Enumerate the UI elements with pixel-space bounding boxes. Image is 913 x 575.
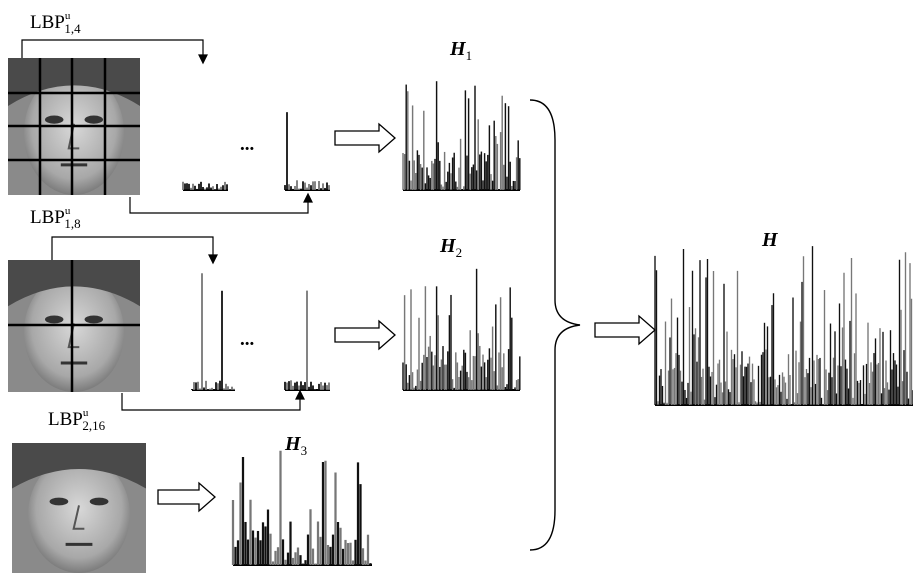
nose [72, 505, 85, 530]
ellipsis: ... [240, 329, 254, 350]
result-label: H [761, 229, 779, 251]
face-image [8, 58, 140, 195]
hist-label: H2 [439, 235, 462, 260]
label-base: H [284, 433, 302, 455]
flow-arrow [334, 122, 396, 154]
label-base: H [439, 235, 457, 257]
label-sub: 2,16 [82, 418, 105, 433]
row-label: LBPu 1,4 [30, 10, 81, 36]
hist-label: H1 [449, 38, 472, 63]
hair [12, 443, 146, 489]
flow-arrow [594, 314, 656, 346]
face-image [8, 260, 140, 392]
face-image [12, 443, 146, 573]
eye [84, 315, 104, 324]
face-skin [23, 273, 125, 392]
histogram [402, 81, 521, 191]
flow-arrow [157, 481, 216, 513]
eye [49, 497, 69, 506]
hair [8, 260, 140, 307]
label-sup: u [65, 205, 71, 217]
label-sub: 1 [466, 48, 473, 63]
label-sub: 2 [456, 245, 463, 260]
histogram [182, 181, 228, 191]
histogram [654, 246, 913, 406]
eye [89, 497, 109, 506]
eye [84, 115, 104, 124]
eye [44, 115, 64, 124]
row-label: LBPu 1,8 [30, 205, 81, 231]
eye [44, 315, 64, 324]
histogram [231, 450, 372, 566]
histogram [191, 273, 235, 391]
label-base: LBP [30, 207, 65, 228]
connectors [21, 39, 581, 551]
label-sub: 1,8 [64, 216, 80, 231]
label-sub: 1,4 [64, 21, 81, 36]
histogram [402, 268, 521, 391]
label-base: H [449, 38, 467, 60]
flow-arrow [334, 319, 396, 351]
hist-label: H3 [284, 433, 307, 458]
label-base: LBP [48, 409, 83, 430]
label-base: LBP [30, 12, 65, 33]
label-sup: u [83, 407, 89, 419]
histogram [284, 112, 330, 191]
label-sub: 3 [301, 443, 308, 458]
histogram [284, 290, 330, 391]
label-sup: u [65, 10, 71, 22]
face-skin [28, 456, 130, 573]
row-label: LBPu 2,16 [48, 407, 106, 433]
ellipsis: ... [240, 134, 254, 155]
face-skin [23, 71, 125, 195]
